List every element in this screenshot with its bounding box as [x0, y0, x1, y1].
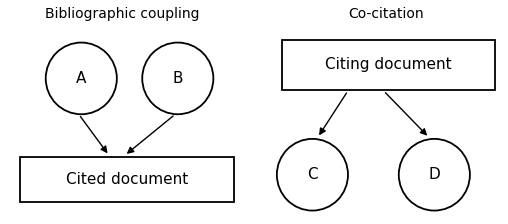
Bar [282, 40, 495, 90]
Text: A: A [76, 71, 86, 86]
Text: Co-citation: Co-citation [348, 7, 424, 21]
Bar [20, 157, 234, 202]
Text: C: C [307, 167, 318, 182]
Text: Bibliographic coupling: Bibliographic coupling [45, 7, 199, 21]
Text: Cited document: Cited document [66, 172, 188, 187]
Text: D: D [428, 167, 440, 182]
Text: B: B [173, 71, 183, 86]
Text: Citing document: Citing document [325, 58, 452, 72]
